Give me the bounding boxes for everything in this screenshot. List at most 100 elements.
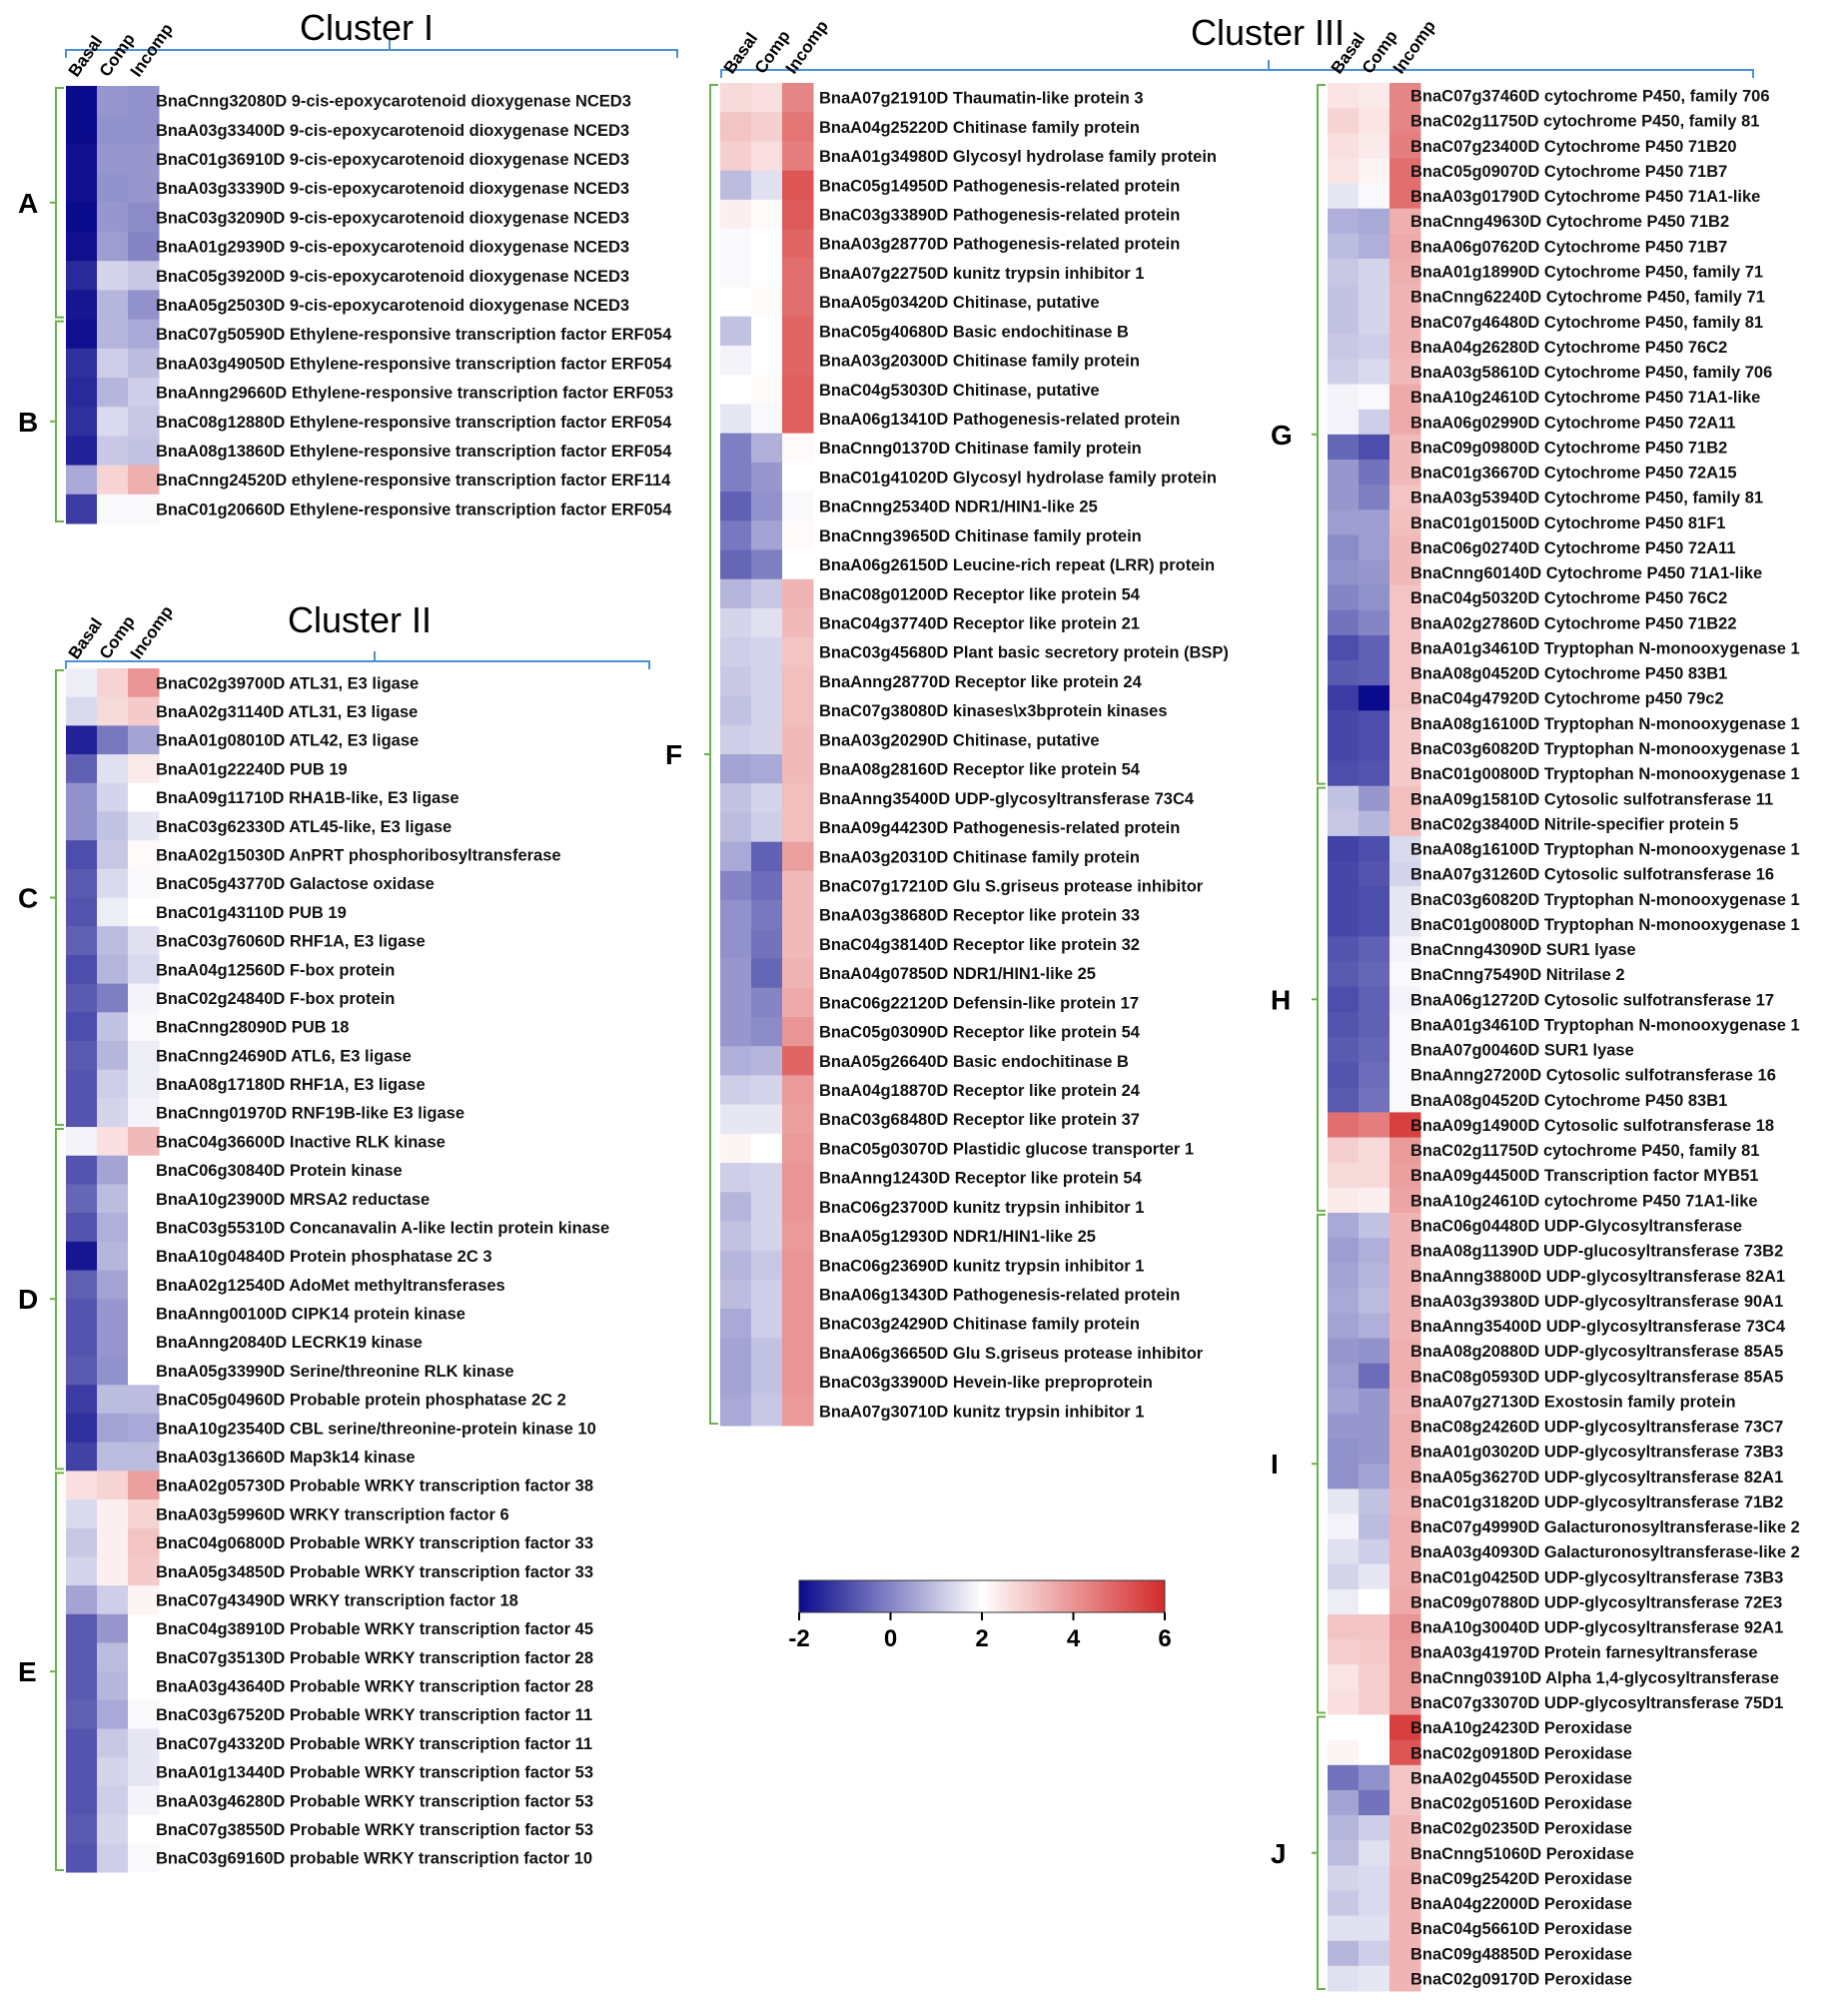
heat-cell: [1359, 1489, 1390, 1514]
heat-cell: [1328, 1915, 1360, 1942]
row-label: BnaC07g37460D cytochrome P450, family 70…: [1410, 88, 1770, 106]
row-label: BnaAnng20840D LECRK19 kinase: [156, 1334, 423, 1352]
heat-cell: [97, 1327, 129, 1358]
heat-cell: [720, 462, 752, 493]
heat-cell: [1328, 911, 1360, 937]
heat-cell: [751, 462, 783, 493]
heat-cell: [720, 141, 752, 172]
row-label: BnaA01g34980D Glycosyl hydrolase family …: [819, 148, 1217, 166]
heat-cell: [751, 83, 783, 113]
heat-cell: [97, 1184, 129, 1214]
heat-cell: [1389, 1639, 1421, 1665]
row-label: BnaA06g26150D Leucine-rich repeat (LRR) …: [819, 556, 1215, 574]
heat-cell: [97, 1442, 129, 1472]
heat-cell: [128, 202, 160, 233]
heat-cell: [66, 1069, 98, 1099]
heat-cell: [1328, 835, 1360, 862]
colorbar-gradient: [798, 1579, 1166, 1613]
row-label: BnaA03g39380D UDP-glycosyltransferase 90…: [1410, 1293, 1783, 1311]
heat-cell: [1389, 459, 1421, 486]
heat-cell: [1389, 183, 1421, 210]
column-header-incomp: Incomp: [1389, 17, 1439, 77]
heat-cell: [66, 868, 98, 899]
row-label: BnaC03g62330D ATL45-like, E3 ligase: [156, 818, 452, 836]
heat-cell: [720, 666, 752, 697]
heat-cell: [1359, 1639, 1390, 1665]
heat-cell: [66, 926, 98, 956]
row-label: BnaA04g12560D F-box protein: [156, 961, 395, 979]
heat-cell: [1389, 634, 1421, 661]
heat-cell: [720, 578, 752, 609]
row-label: BnaC04g47920D Cytochrome p450 79c2: [1410, 690, 1724, 708]
heat-cell: [97, 202, 129, 233]
heat-cell: [1328, 1538, 1360, 1565]
row-label: BnaA08g16100D Tryptophan N-monooxygenase…: [1410, 841, 1800, 859]
heat-cell: [782, 1016, 814, 1047]
heat-cell: [1359, 1940, 1390, 1967]
row-label: BnaCnng62240D Cytochrome P450, family 71: [1410, 289, 1765, 307]
heat-cell: [751, 375, 783, 405]
heat-cell: [782, 783, 814, 813]
heat-cell: [1359, 810, 1390, 837]
heat-cell: [128, 1500, 160, 1529]
heat-cell: [1359, 485, 1390, 510]
heat-cell: [720, 1367, 752, 1398]
heat-cell: [128, 1556, 160, 1586]
heat-cell: [66, 173, 98, 204]
heat-cell: [782, 1192, 814, 1222]
row-label: BnaC03g45680D Plant basic secretory prot…: [819, 644, 1229, 662]
cluster-bracket: [65, 660, 650, 669]
row-label: BnaC07g46480D Cytochrome P450, family 81: [1410, 314, 1763, 332]
heat-cell: [1389, 1940, 1421, 1967]
heat-cell: [720, 316, 752, 347]
row-label: BnaAnng38800D UDP-glycosyltransferase 82…: [1410, 1268, 1785, 1286]
heat-cell: [751, 695, 783, 726]
heat-cell: [1328, 1739, 1360, 1766]
heat-cell: [1359, 1689, 1390, 1716]
heat-cell: [1389, 835, 1421, 862]
heat-cell: [720, 83, 752, 113]
heat-cell: [751, 1016, 783, 1047]
heat-cell: [751, 345, 783, 376]
heat-cell: [1389, 1363, 1421, 1390]
row-label: BnaC03g67520D Probable WRKY transcriptio…: [156, 1706, 592, 1724]
heat-cell: [720, 607, 752, 638]
row-label: BnaC02g11750D cytochrome P450, family 81: [1410, 113, 1759, 131]
row-label: BnaC04g56610D Peroxidase: [1410, 1920, 1632, 1938]
heat-cell: [66, 348, 98, 379]
heat-cell: [1359, 1363, 1390, 1390]
heat-cell: [1328, 1413, 1360, 1440]
heat-cell: [1328, 986, 1360, 1013]
group-bracket: [1317, 84, 1326, 785]
heat-cell: [751, 1133, 783, 1164]
heat-cell: [1359, 233, 1390, 260]
heat-cell: [782, 1046, 814, 1076]
group-bracket: [1317, 1715, 1326, 1990]
cluster-bracket: [65, 49, 678, 58]
heat-cell: [1389, 359, 1421, 386]
heat-cell: [128, 144, 160, 175]
heat-cell: [1389, 1062, 1421, 1088]
heat-cell: [128, 1642, 160, 1672]
row-label: BnaC07g33070D UDP-glycosyltransferase 75…: [1410, 1694, 1783, 1712]
row-label: BnaA05g25030D 9-cis-epoxycarotenoid diox…: [156, 297, 629, 315]
heat-cell: [751, 404, 783, 435]
row-label: BnaA03g33390D 9-cis-epoxycarotenoid diox…: [156, 180, 629, 198]
row-label: BnaC06g04480D UDP-Glycosyltransferase: [1410, 1217, 1742, 1235]
heat-cell: [1359, 735, 1390, 762]
heat-cell: [720, 812, 752, 843]
row-label: BnaA08g20880D UDP-glycosyltransferase 85…: [1410, 1343, 1783, 1361]
heat-cell: [720, 637, 752, 667]
heat-cell: [1359, 986, 1390, 1013]
colorbar: -2 0 2 4 6: [788, 1579, 1172, 1652]
column-header-incomp: Incomp: [782, 17, 832, 77]
heat-cell: [751, 112, 783, 142]
row-label: BnaCnng01370D Chitinase family protein: [819, 440, 1142, 458]
row-label: BnaC03g33900D Hevein-like preproprotein: [819, 1374, 1153, 1392]
heat-cell: [97, 1270, 129, 1300]
heat-cell: [782, 112, 814, 142]
heat-cell: [1328, 685, 1360, 711]
heat-cell: [1328, 710, 1360, 736]
heat-cell: [751, 1163, 783, 1193]
row-label: BnaC08g01200D Receptor like protein 54: [819, 585, 1141, 603]
